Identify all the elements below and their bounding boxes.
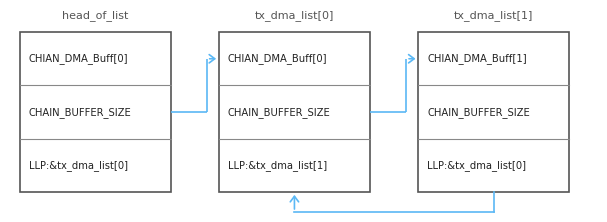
Text: CHAIN_BUFFER_SIZE: CHAIN_BUFFER_SIZE bbox=[228, 107, 331, 118]
Text: CHAIN_BUFFER_SIZE: CHAIN_BUFFER_SIZE bbox=[427, 107, 530, 118]
Text: CHIAN_DMA_Buff[0]: CHIAN_DMA_Buff[0] bbox=[29, 53, 128, 64]
Text: LLP:&tx_dma_list[0]: LLP:&tx_dma_list[0] bbox=[29, 160, 127, 171]
Text: CHIAN_DMA_Buff[1]: CHIAN_DMA_Buff[1] bbox=[427, 53, 527, 64]
Text: LLP:&tx_dma_list[0]: LLP:&tx_dma_list[0] bbox=[427, 160, 526, 171]
FancyBboxPatch shape bbox=[418, 32, 569, 192]
Text: LLP:&tx_dma_list[1]: LLP:&tx_dma_list[1] bbox=[228, 160, 327, 171]
Text: tx_dma_list[0]: tx_dma_list[0] bbox=[255, 10, 334, 21]
Text: head_of_list: head_of_list bbox=[62, 10, 128, 21]
Text: CHIAN_DMA_Buff[0]: CHIAN_DMA_Buff[0] bbox=[228, 53, 327, 64]
FancyBboxPatch shape bbox=[219, 32, 370, 192]
Text: tx_dma_list[1]: tx_dma_list[1] bbox=[454, 10, 534, 21]
Text: CHAIN_BUFFER_SIZE: CHAIN_BUFFER_SIZE bbox=[29, 107, 131, 118]
FancyBboxPatch shape bbox=[19, 32, 171, 192]
